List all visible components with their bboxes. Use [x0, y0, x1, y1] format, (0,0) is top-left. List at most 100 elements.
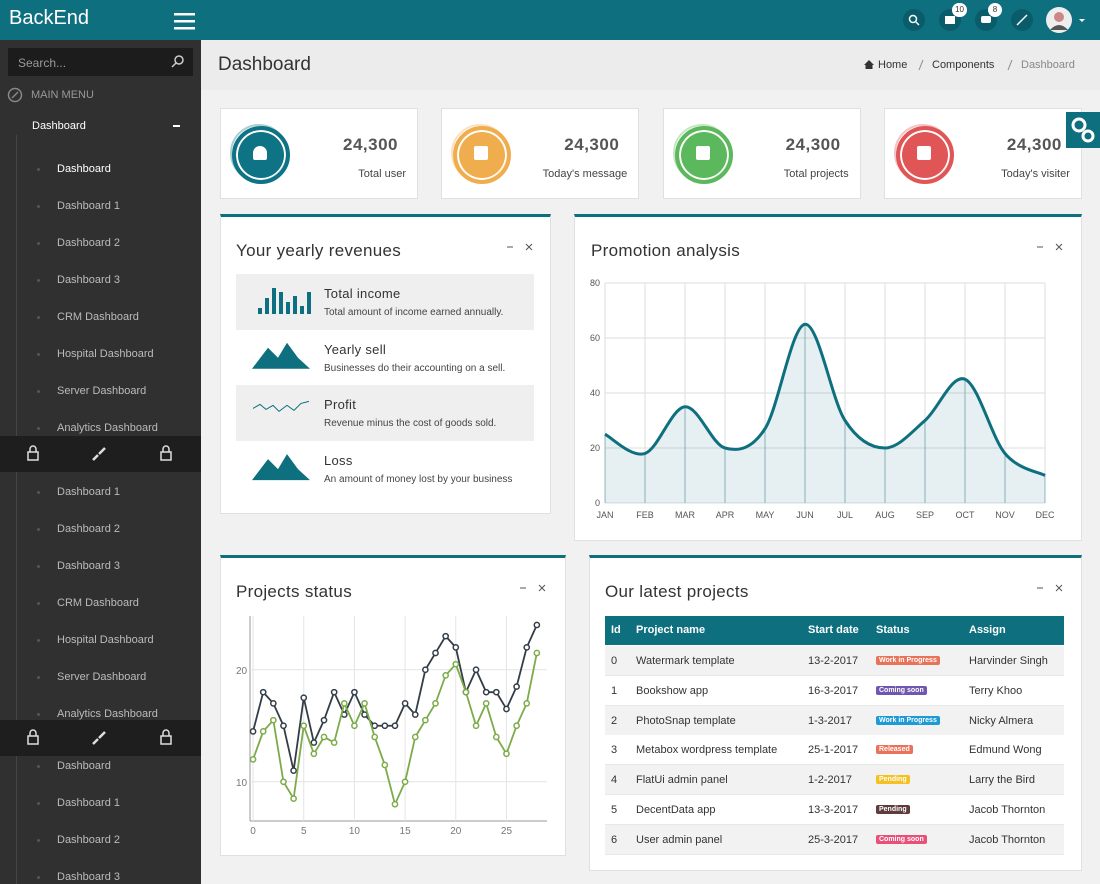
menu-item[interactable]: Hospital Dashboard	[57, 634, 154, 646]
stat-label: Today's visiter	[1001, 168, 1070, 180]
menu-item[interactable]: Dashboard 1	[57, 200, 120, 212]
menu-item[interactable]: Analytics Dashboard	[57, 708, 158, 720]
table-cell: Jacob Thornton	[969, 833, 1046, 846]
badge: 10	[952, 3, 967, 17]
menu-toggle[interactable]	[170, 10, 198, 32]
menu-item[interactable]: Dashboard	[57, 163, 111, 175]
brush-icon	[92, 447, 106, 461]
stat-icon-ring	[672, 124, 731, 182]
tree-dot	[37, 876, 40, 879]
menu-item[interactable]: Dashboard 3	[57, 560, 120, 572]
menu-item[interactable]: Dashboard 3	[57, 871, 120, 883]
brand[interactable]: BackEnd	[9, 7, 90, 29]
tree-dot	[37, 713, 40, 716]
revenue-item	[236, 441, 534, 497]
stat-value: 24,300	[343, 135, 398, 154]
column-header: Start date	[808, 624, 859, 636]
breadcrumb: Dashboard	[1021, 59, 1075, 71]
tree-dot	[37, 353, 40, 356]
table-cell: 6	[611, 833, 618, 846]
table-cell: 13-3-2017	[808, 804, 859, 816]
lock-icon	[162, 729, 170, 736]
stat-card: 24,300 Total user	[220, 108, 418, 199]
card-title: Promotion analysis	[591, 241, 741, 260]
tree-dot	[37, 316, 40, 319]
stat-label: Today's message	[542, 168, 628, 180]
menu-item[interactable]: Hospital Dashboard	[57, 348, 154, 360]
stat-value: 24,300	[1006, 135, 1062, 154]
menu-item[interactable]: Dashboard 1	[57, 797, 120, 809]
lock-icon	[160, 735, 172, 745]
card-title: Our latest projects	[605, 582, 749, 601]
stat-icon-glyph	[474, 146, 489, 160]
tree-dot	[37, 639, 40, 642]
status-badge: Coming soon	[876, 834, 927, 844]
table-cell: Larry the Bird	[969, 774, 1036, 787]
table-header	[605, 616, 1064, 645]
revenue-item	[236, 385, 534, 442]
menu-group[interactable]: Dashboard	[32, 120, 86, 132]
tree-dot	[37, 491, 40, 494]
tree-dot	[37, 528, 40, 531]
collapse-icon[interactable]	[173, 125, 180, 127]
header-icons[interactable]	[895, 0, 1100, 40]
menu-item[interactable]: CRM Dashboard	[57, 311, 139, 323]
lock-icon	[160, 451, 172, 461]
menu-label: MAIN MENU	[31, 89, 94, 101]
search-box[interactable]: Search...	[8, 48, 193, 76]
table-cell: DecentData app	[636, 804, 716, 816]
sidebar-toolbar	[0, 436, 201, 472]
table-cell: PhotoSnap template	[636, 714, 736, 727]
table-row	[605, 735, 1064, 766]
table-cell: Watermark template	[636, 655, 735, 667]
menu-item[interactable]: Server Dashboard	[57, 385, 147, 397]
table-cell: Harvinder Singh	[969, 655, 1048, 667]
status-badge: Pending	[876, 775, 910, 785]
menu-item[interactable]: Dashboard 2	[57, 237, 120, 249]
table-row	[605, 765, 1064, 796]
search-icon[interactable]	[170, 54, 186, 70]
menu-item[interactable]: Dashboard 2	[57, 834, 120, 846]
table-row	[605, 795, 1064, 825]
stat-card: 24,300 Today's message	[441, 108, 640, 199]
toolbar-icons[interactable]	[0, 436, 201, 472]
settings-button[interactable]	[1066, 112, 1100, 148]
tree-dot	[37, 390, 40, 393]
table-cell: 0	[611, 655, 618, 667]
tree-dot	[37, 168, 40, 171]
menu-item[interactable]: Dashboard 3	[57, 274, 120, 286]
table-cell: Terry Khoo	[969, 684, 1023, 697]
breadcrumb[interactable]: Components	[932, 59, 995, 71]
column-header: Assign	[969, 624, 1006, 636]
table-cell: Jacob Thornton	[969, 804, 1046, 816]
revenue-title: Yearly sell	[324, 341, 387, 357]
table-cell: 1-3-2017	[808, 714, 853, 727]
menu-item[interactable]: Dashboard 2	[57, 523, 120, 535]
revenue-title: Total income	[324, 286, 401, 301]
table-cell: Edmund Wong	[969, 744, 1042, 757]
menu-item[interactable]: Analytics Dashboard	[57, 422, 158, 434]
menu-icon	[7, 87, 23, 103]
menu-item[interactable]: Dashboard	[57, 760, 111, 772]
tree-dot	[37, 427, 40, 430]
stat-icon-ring	[451, 124, 510, 182]
column-header: Status	[876, 624, 910, 636]
sidebar: Search... MAIN MENU Dashboard Dashboard D…	[0, 40, 201, 884]
table-cell: Bookshow app	[636, 684, 709, 697]
menu-item[interactable]: Server Dashboard	[57, 671, 147, 683]
lock-icon	[29, 445, 37, 452]
revenue-item	[236, 330, 534, 386]
sidebar-toolbar	[0, 720, 201, 756]
menu-item[interactable]: Dashboard 1	[57, 486, 120, 498]
revenue-title: Profit	[324, 397, 357, 413]
stat-card: 24,300 Today's visiter	[883, 108, 1082, 199]
tree-dot	[37, 676, 40, 679]
table-cell: 5	[611, 804, 618, 816]
menu-item[interactable]: CRM Dashboard	[57, 597, 139, 609]
table-cell: 13-2-2017	[808, 655, 859, 667]
toolbar-icons[interactable]	[0, 720, 201, 756]
tree-dot	[37, 205, 40, 208]
table-cell: 16-3-2017	[808, 684, 859, 697]
breadcrumb[interactable]: Home	[878, 59, 908, 71]
